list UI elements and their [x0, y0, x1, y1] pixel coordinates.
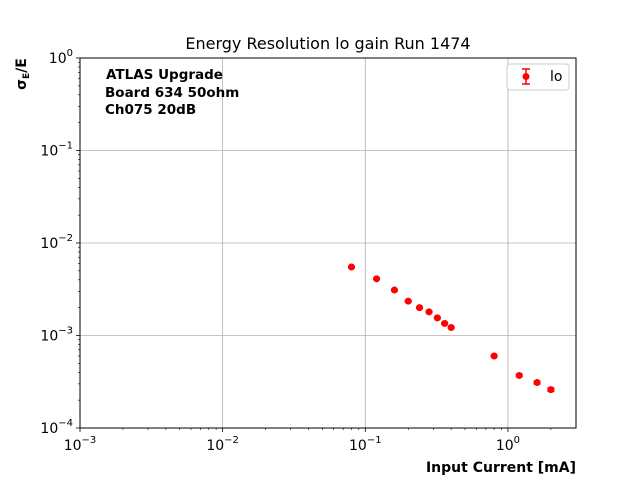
point-marker — [433, 314, 441, 322]
data-point — [533, 379, 541, 387]
x-tick-label: 10−1 — [349, 435, 382, 454]
data-points — [347, 263, 555, 394]
annotation-line-3: Ch075 20dB — [105, 102, 196, 118]
data-point — [416, 304, 424, 312]
data-point — [390, 286, 398, 294]
point-marker — [373, 275, 381, 283]
point-marker — [416, 304, 424, 312]
y-tick-label: 10−2 — [40, 233, 73, 252]
y-tick-label: 100 — [49, 48, 73, 67]
plot-frame — [79, 57, 577, 429]
data-point — [404, 297, 412, 305]
point-marker — [533, 379, 541, 387]
point-marker — [490, 352, 498, 360]
point-marker — [447, 324, 455, 332]
annotation-line-1: ATLAS Upgrade — [106, 67, 223, 83]
data-point — [425, 308, 433, 316]
data-point — [490, 352, 498, 360]
x-tick-label: 10−3 — [64, 435, 97, 454]
point-marker — [515, 371, 523, 379]
legend-marker-icon — [522, 73, 530, 80]
annotation-box: ATLAS Upgrade Board 634 50ohm Ch075 20dB — [105, 67, 239, 118]
data-point — [347, 263, 355, 271]
point-marker — [441, 319, 449, 327]
annotation-line-2: Board 634 50ohm — [105, 85, 239, 101]
x-tick-label: 100 — [496, 435, 520, 454]
point-marker — [425, 308, 433, 316]
point-marker — [404, 297, 412, 305]
data-point — [447, 324, 455, 332]
legend-entry-lo: lo — [550, 69, 562, 85]
data-point — [373, 275, 381, 283]
point-marker — [390, 286, 398, 294]
y-tick-label: 10−1 — [40, 141, 73, 160]
y-tick-label: 10−3 — [40, 326, 73, 345]
y-tick-label: 10−4 — [40, 418, 73, 437]
data-point — [515, 371, 523, 379]
data-point — [433, 314, 441, 322]
point-marker — [347, 263, 355, 271]
point-marker — [547, 386, 555, 394]
chart-title: Energy Resolution lo gain Run 1474 — [185, 34, 470, 53]
y-axis-label: σE/E — [14, 58, 32, 90]
data-point — [547, 386, 555, 394]
major-ticks — [76, 57, 509, 432]
data-point — [441, 319, 449, 327]
x-axis-label: Input Current [mA] — [426, 460, 576, 476]
legend: lo — [506, 63, 570, 91]
x-tick-label: 10−2 — [206, 435, 239, 454]
